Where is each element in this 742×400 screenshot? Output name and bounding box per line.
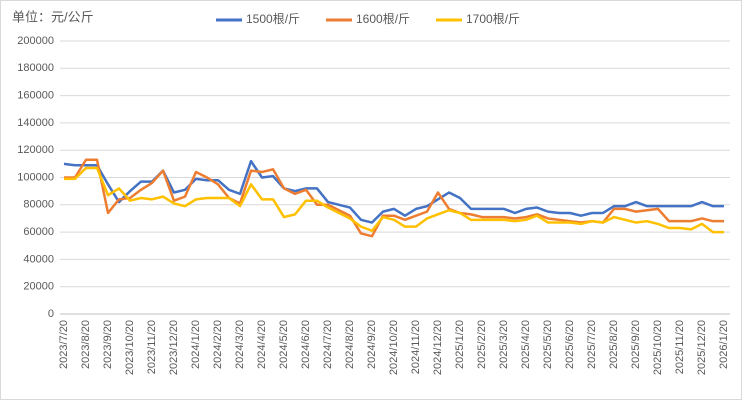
x-tick-label: 2024/7/20	[322, 320, 334, 369]
x-tick-label: 2025/1/20	[454, 320, 466, 369]
x-tick-label: 2026/1/20	[718, 320, 730, 369]
y-tick-label: 140000	[17, 117, 54, 129]
y-tick-label: 100000	[17, 171, 54, 183]
line-series	[64, 158, 724, 238]
x-tick-label: 2023/10/20	[124, 320, 136, 375]
x-tick-label: 2025/4/20	[520, 320, 532, 369]
x-tick-label: 2025/8/20	[608, 320, 620, 369]
line-series	[63, 159, 724, 224]
legend-label: 1700根/斤	[466, 12, 520, 26]
x-tick-label: 2024/8/20	[344, 320, 356, 369]
y-tick-label: 120000	[17, 144, 54, 156]
x-tick-label: 2023/12/20	[168, 320, 180, 375]
y-tick-label: 60000	[23, 226, 54, 238]
x-tick-label: 2025/10/20	[652, 320, 664, 375]
x-tick-label: 2025/6/20	[564, 320, 576, 369]
x-tick-label: 2025/12/20	[696, 320, 708, 375]
x-tick-label: 2023/11/20	[146, 320, 158, 374]
x-tick-label: 2024/9/20	[366, 320, 378, 369]
x-tick-label: 2023/7/20	[58, 320, 70, 369]
x-tick-label: 2024/10/20	[388, 320, 400, 375]
x-tick-label: 2025/7/20	[586, 320, 598, 369]
x-tick-label: 2024/3/20	[234, 320, 246, 369]
x-tick-label: 2025/2/20	[476, 320, 488, 369]
y-tick-label: 200000	[17, 35, 54, 47]
x-tick-label: 2023/8/20	[80, 320, 92, 369]
x-tick-label: 2025/9/20	[630, 320, 642, 369]
x-tick-label: 2025/5/20	[542, 320, 554, 369]
x-tick-label: 2024/2/20	[212, 320, 224, 369]
x-tick-label: 2025/3/20	[498, 320, 510, 369]
x-tick-label: 2023/9/20	[102, 320, 114, 369]
legend-label: 1500根/斤	[246, 12, 300, 26]
unit-label: 单位：元/公斤	[12, 9, 94, 24]
x-tick-label: 2024/11/20	[410, 320, 422, 374]
x-tick-label: 2024/6/20	[300, 320, 312, 369]
y-tick-label: 80000	[23, 199, 54, 211]
y-tick-label: 40000	[23, 253, 54, 265]
y-tick-label: 20000	[23, 281, 54, 293]
line-series	[64, 166, 724, 234]
x-tick-label: 2025/11/20	[674, 320, 686, 374]
y-tick-label: 0	[48, 308, 54, 320]
x-tick-label: 2024/1/20	[190, 320, 202, 369]
x-tick-label: 2024/12/20	[432, 320, 444, 375]
y-tick-label: 180000	[17, 62, 54, 74]
x-tick-label: 2024/5/20	[278, 320, 290, 369]
x-tick-label: 2024/4/20	[256, 320, 268, 369]
legend-label: 1600根/斤	[356, 12, 410, 26]
y-tick-label: 160000	[17, 90, 54, 102]
